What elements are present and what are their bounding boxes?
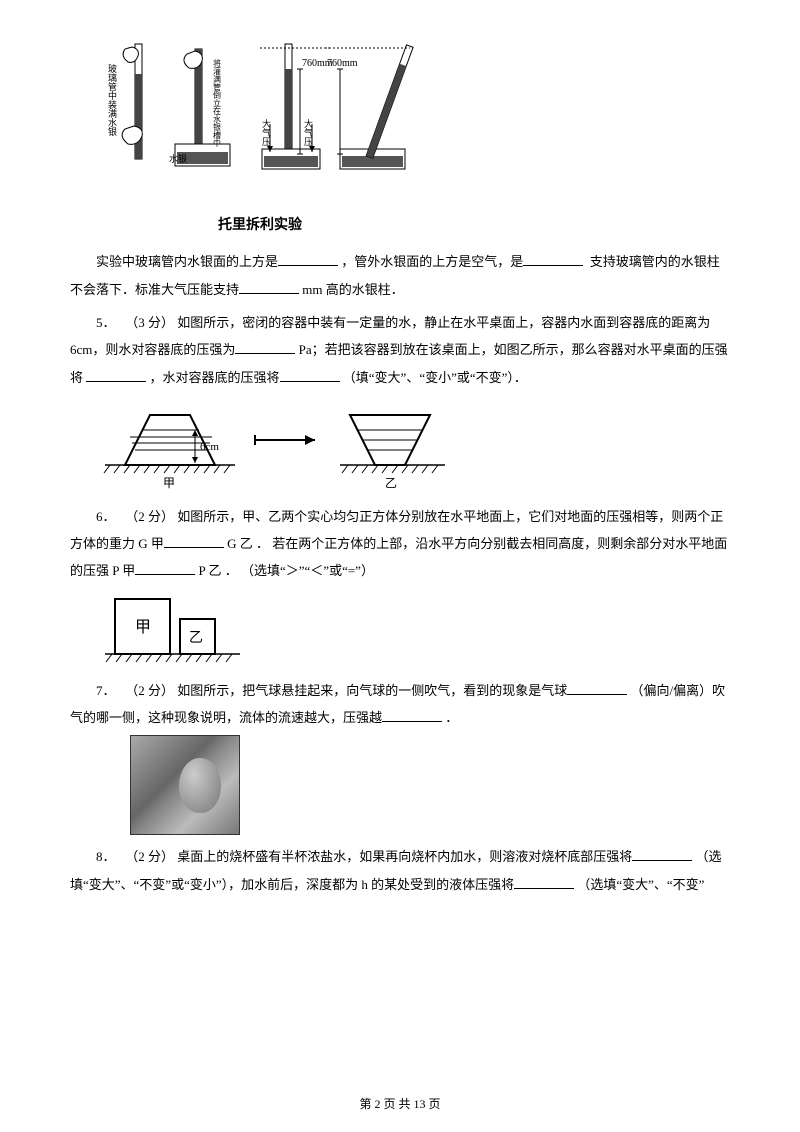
label-760-2: 760mm <box>327 58 358 69</box>
q8-a: 桌面上的烧杯盛有半杯浓盐水，如果再向烧杯内加水，则溶液对烧杯底部压强将 <box>177 849 632 864</box>
q6-points: （2 分） <box>125 509 174 524</box>
q5-para: 5． （3 分） 如图所示，密闭的容器中装有一定量的水，静止在水平桌面上，容器内… <box>70 309 730 391</box>
label-left-vertical: 玻璃管中装满水银 <box>107 63 117 137</box>
q5-points: （3 分） <box>125 315 174 330</box>
q7-points: （2 分） <box>125 683 174 698</box>
q7-para: 7． （2 分） 如图所示，把气球悬挂起来，向气球的一侧吹气，看到的现象是气球 … <box>70 677 730 732</box>
q7-num: 7． <box>96 683 116 698</box>
q6-para: 6． （2 分） 如图所示，甲、乙两个实心均匀正方体分别放在水平地面上，它们对地… <box>70 503 730 585</box>
q4-blank1[interactable] <box>278 253 338 266</box>
q5-left-label: 甲 <box>163 476 175 490</box>
q7-figure <box>100 735 730 835</box>
q4-figure: 玻璃管中装满水银 将灌满管倒立在水银槽中 水银 760mm 大气压 大气压 <box>100 34 730 240</box>
q4-para: 实验中玻璃管内水银面的上方是 ，管外水银面的上方是空气，是 支持玻璃管内的水银柱… <box>70 248 730 303</box>
label-tube: 将灌满管倒立在水银槽中 <box>213 58 222 148</box>
q8-blank1[interactable] <box>632 848 692 861</box>
q7-blank2[interactable] <box>382 709 442 722</box>
q7-blank1[interactable] <box>567 682 627 695</box>
q6-blank1[interactable] <box>164 535 224 548</box>
q8-num: 8． <box>96 849 116 864</box>
label-mercury: 水银 <box>169 153 187 164</box>
q6-blank2[interactable] <box>135 562 195 575</box>
balloon-photo <box>130 735 240 835</box>
q8-para: 8． （2 分） 桌面上的烧杯盛有半杯浓盐水，如果再向烧杯内加水，则溶液对烧杯底… <box>70 843 730 898</box>
q8-blank2[interactable] <box>514 876 574 889</box>
q5-right-label: 乙 <box>385 476 397 490</box>
q4-a: 实验中玻璃管内水银面的上方是 <box>96 254 278 269</box>
balloon-shape <box>179 758 221 813</box>
q6-c: P 乙 ． （选填“＞”“＜”或“=”） <box>199 563 374 578</box>
q4-blank2[interactable] <box>523 253 583 266</box>
q5-d: ，水对容器底的压强将 <box>150 370 280 385</box>
q5-a: 如图所示，密闭的容器中装有一定量的水，静止在水平桌面上，容器内水面到容器底的距离… <box>177 315 710 330</box>
q4-blank3[interactable] <box>239 281 299 294</box>
q5-6cm: 6cm <box>200 441 219 453</box>
q4-b: ，管外水银面的上方是空气，是 <box>341 254 523 269</box>
q5-b: 6cm，则水对容器底的压强为 <box>70 342 235 357</box>
q5-num: 5． <box>96 315 116 330</box>
q6-figure: 甲 乙 <box>100 589 730 669</box>
q6-num: 6． <box>96 509 116 524</box>
label-atm1: 大气压 <box>261 118 271 147</box>
q5-e: （填“变大”、“变小”或“不变”）． <box>343 370 527 385</box>
q5-blank3[interactable] <box>280 369 340 382</box>
q7-c: ． <box>445 710 458 725</box>
q5-blank1[interactable] <box>235 341 295 354</box>
q6-right: 乙 <box>189 630 203 646</box>
page-footer: 第 2 页 共 13 页 <box>0 1092 800 1117</box>
label-atm2: 大气压 <box>303 118 313 147</box>
q8-points: （2 分） <box>125 849 174 864</box>
fig4-caption: 托里拆利实验 <box>100 211 420 240</box>
q6-left: 甲 <box>135 619 151 636</box>
q4-d: mm 高的水银柱． <box>302 282 403 297</box>
torricelli-svg: 玻璃管中装满水银 将灌满管倒立在水银槽中 水银 760mm 大气压 大气压 <box>100 34 420 209</box>
q7-a: 如图所示，把气球悬挂起来，向气球的一侧吹气，看到的现象是气球 <box>177 683 567 698</box>
q8-c: （选填“变大”、“不变” <box>577 877 704 892</box>
q5-figure: 6cm 甲 乙 <box>100 395 730 495</box>
q5-blank2[interactable] <box>86 369 146 382</box>
